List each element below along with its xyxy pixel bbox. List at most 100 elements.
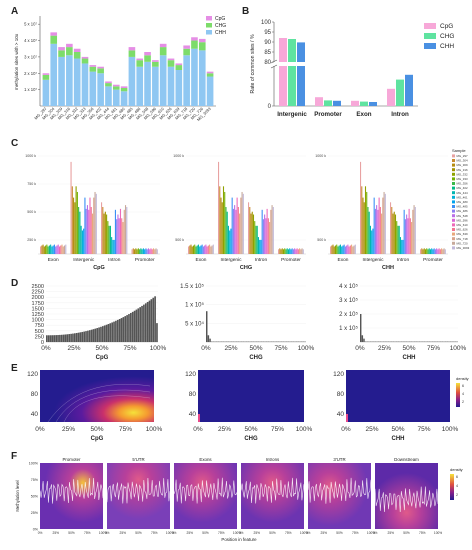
- f-x-tick-label: 50%: [269, 531, 276, 535]
- d-hist-bar: [143, 304, 145, 342]
- b-legend-swatch: [424, 23, 436, 29]
- c-y-tick-label: 1000 k: [315, 154, 326, 158]
- c-bar: [218, 161, 220, 254]
- a-bar-chg: [50, 35, 58, 44]
- a-bar-chh: [89, 71, 97, 106]
- e-contour: [47, 383, 151, 423]
- c-bar: [189, 245, 191, 254]
- a-bar-cpg: [73, 48, 81, 52]
- d-hist-bar: [85, 331, 87, 342]
- f-x-tick-label: 100%: [300, 531, 308, 535]
- c-bar: [401, 239, 403, 254]
- c-legend-swatch: [452, 177, 455, 181]
- c-bar: [196, 245, 198, 254]
- c-legend-swatch: [452, 205, 455, 208]
- c-x-tick-label: Intergenic: [220, 257, 242, 263]
- c-x-tick-label: Intergenic: [362, 257, 384, 263]
- c-legend-swatch: [452, 168, 455, 172]
- c-bar: [252, 214, 255, 254]
- c-bar: [352, 246, 354, 254]
- c-bar: [140, 248, 142, 254]
- c-bar: [269, 222, 271, 254]
- c-bar: [437, 249, 439, 254]
- f-facet-label: Introns: [266, 457, 280, 462]
- d-hist-bar: [77, 332, 80, 342]
- c-bar: [188, 246, 190, 254]
- c-legend-label: MG_639: [457, 232, 468, 236]
- c-legend-swatch: [452, 186, 455, 190]
- c-bar: [154, 249, 156, 254]
- b-bar-chg: [288, 66, 296, 106]
- a-bar-chg: [128, 50, 136, 57]
- d-hist-bar: [120, 318, 123, 342]
- c-bar: [199, 246, 201, 254]
- c-bar: [146, 249, 148, 254]
- e-y-tick-label: 80: [337, 391, 345, 398]
- c-bar: [406, 214, 408, 254]
- c-bar: [366, 191, 368, 254]
- f-x-tick-label: 25%: [187, 531, 194, 535]
- c-legend-label: MG_548: [457, 214, 468, 218]
- e-y-tick-label: 40: [337, 411, 345, 418]
- c-bar: [141, 249, 143, 254]
- e-x-tick-label: 100%: [296, 426, 313, 433]
- e-colorbar-label: 2: [462, 400, 464, 404]
- c-bar: [117, 214, 119, 254]
- d-hist-bar: [59, 334, 61, 342]
- c-bar: [281, 248, 283, 254]
- c-legend-label: MG_304: [457, 159, 468, 163]
- f-x-tick-label: 50%: [403, 531, 410, 535]
- d-hist-bar: [131, 311, 134, 342]
- f-y-axis-title: Methylation level: [15, 480, 20, 511]
- a-bar-chh: [152, 66, 159, 106]
- a-bar-cpg: [167, 58, 175, 61]
- f-x-tick-label: 50%: [135, 531, 142, 535]
- d-hist-bar: [207, 335, 210, 342]
- b-legend-label: CpG: [440, 23, 453, 30]
- f-y-tick-label: 75%: [31, 478, 39, 482]
- d-hist-bar: [115, 320, 117, 342]
- c-bar: [55, 246, 57, 254]
- c-bar: [407, 218, 409, 254]
- c-bar: [337, 246, 339, 254]
- c-bar: [219, 186, 221, 254]
- c-bar: [354, 244, 356, 254]
- e-facet-label: CpG: [91, 436, 104, 442]
- a-y-tick-label: 3 x 10⁷: [24, 54, 37, 59]
- e-facet-label: CHH: [392, 436, 405, 442]
- d-hist-bar: [122, 317, 125, 342]
- f-x-tick-label: 50%: [202, 531, 209, 535]
- d-facet-label: CHG: [249, 355, 263, 361]
- b-bar-cpg: [315, 97, 323, 106]
- c-bar: [90, 207, 92, 254]
- c-bar: [73, 197, 75, 254]
- c-bar: [256, 225, 258, 254]
- f-mean-line: [374, 486, 439, 513]
- b-bar-cpg: [351, 100, 359, 106]
- a-bar-chh: [120, 91, 128, 106]
- a-bar-cpg: [89, 65, 97, 67]
- e-x-tick-label: 100%: [442, 426, 459, 433]
- panel-label-e: E: [11, 363, 18, 374]
- c-bar: [301, 248, 303, 254]
- c-legend-swatch: [452, 191, 455, 195]
- c-bar: [226, 211, 228, 254]
- c-bar: [332, 244, 334, 254]
- c-bar: [113, 239, 115, 254]
- c-bar: [249, 207, 251, 254]
- c-bar: [396, 221, 398, 254]
- c-bar: [60, 245, 62, 254]
- b-bar-chh: [405, 74, 413, 106]
- e-x-tick-label: 50%: [391, 426, 404, 433]
- c-bar: [426, 248, 428, 254]
- e-x-tick-label: 25%: [218, 426, 231, 433]
- c-bar: [61, 244, 63, 254]
- d-hist-bar: [111, 322, 113, 342]
- c-legend-title: Sample: [452, 148, 466, 153]
- b-bar-chh: [333, 100, 341, 106]
- panel-label-a: A: [11, 6, 19, 17]
- c-bar: [220, 197, 222, 254]
- e-x-tick-label: 0%: [341, 426, 351, 433]
- c-bar: [95, 193, 97, 254]
- c-bar: [444, 249, 446, 254]
